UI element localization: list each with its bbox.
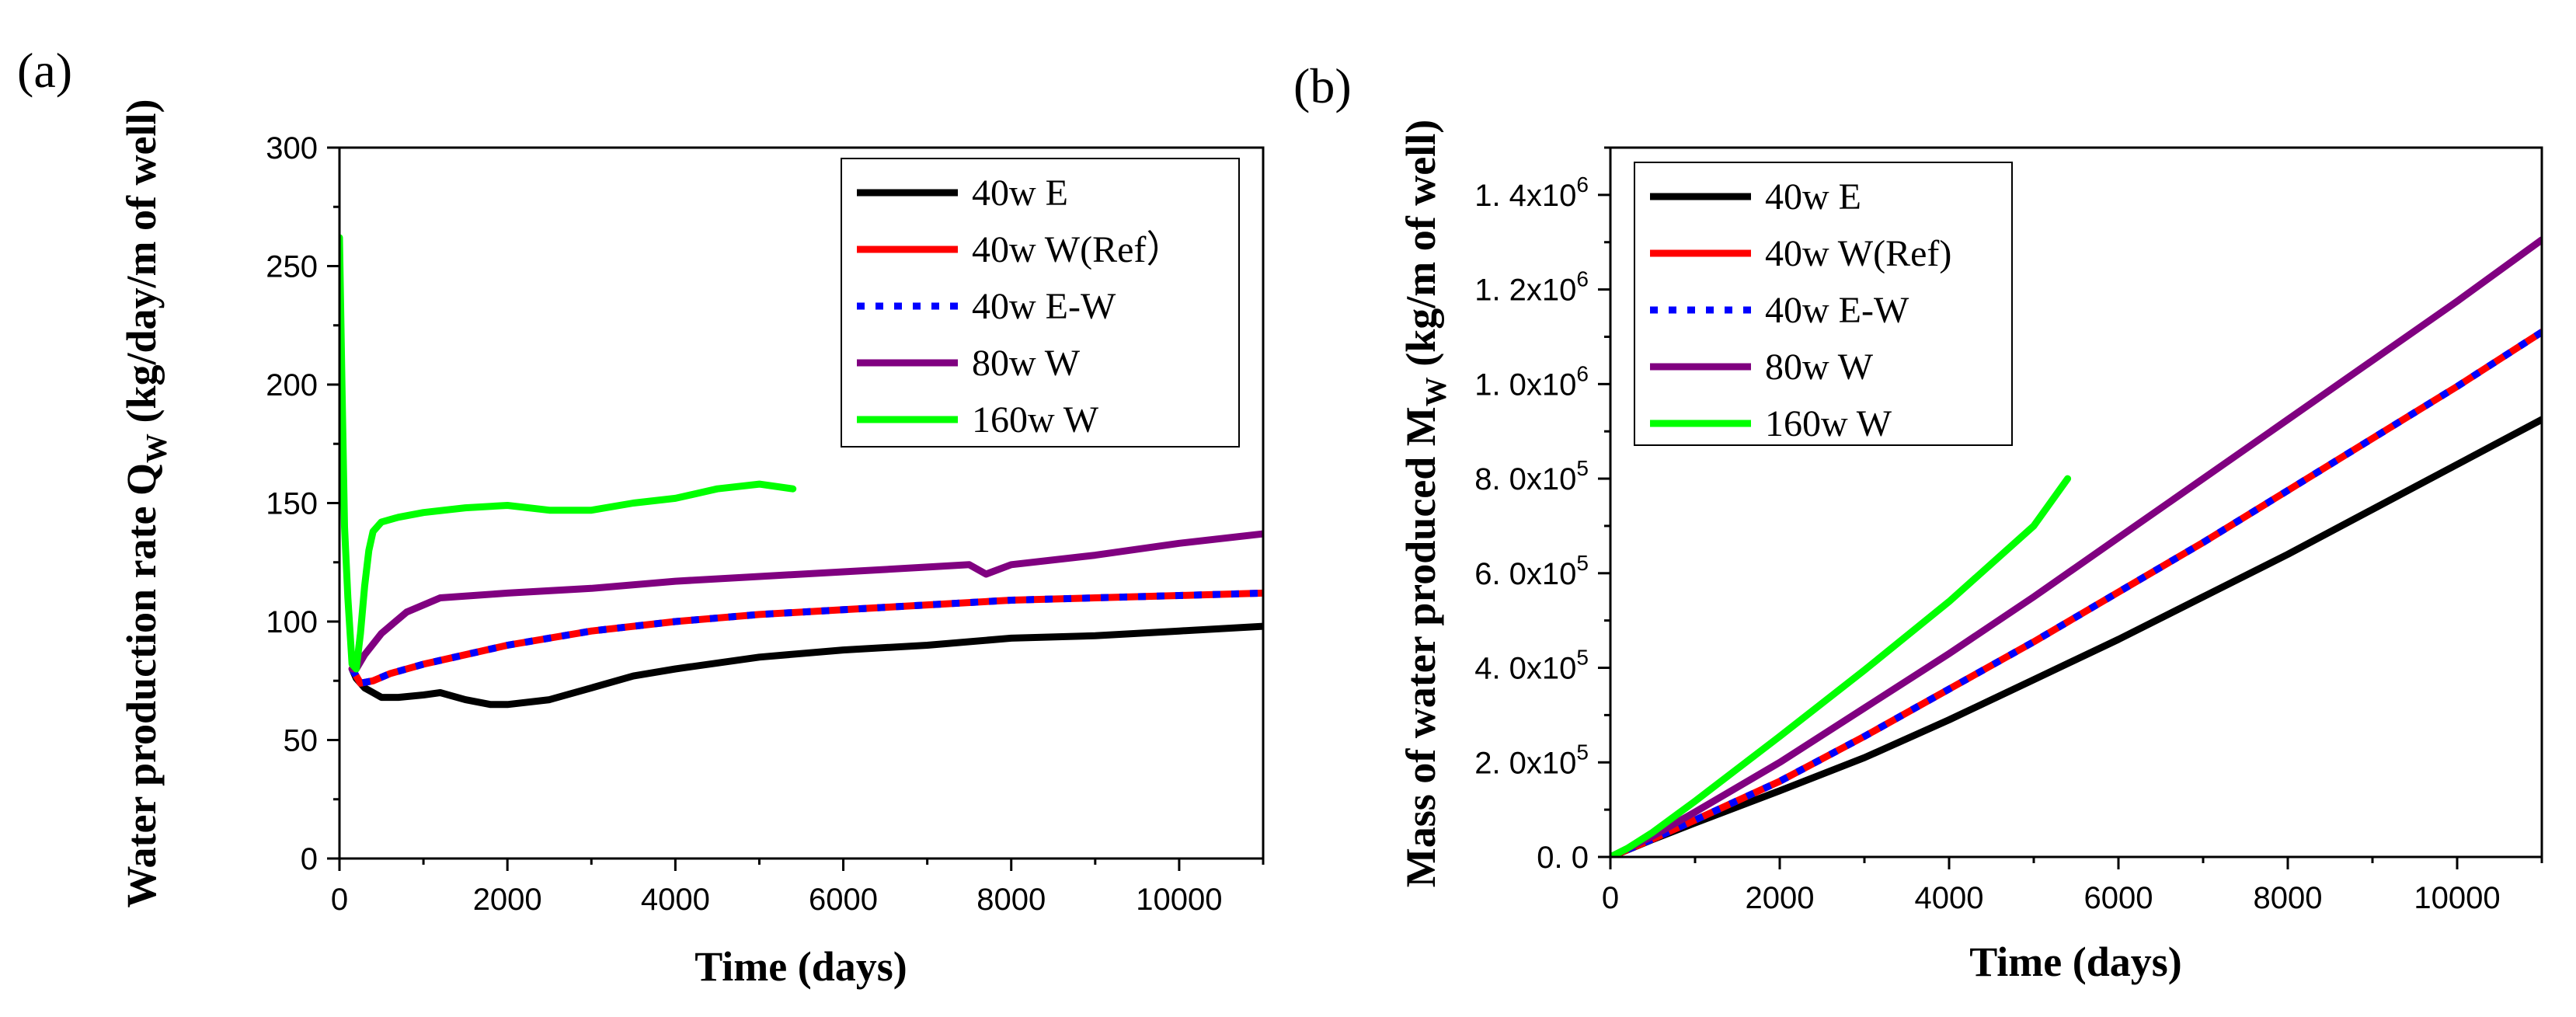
chart-panel-a: 0 2000 4000 6000 8000 10000 0 50 100 150 200 250 300…: [118, 99, 1265, 990]
series-line-40w-w-ref: [348, 589, 1263, 687]
x-tick-label: 8000: [976, 883, 1046, 917]
x-tick-label: 0: [1602, 881, 1619, 915]
y-tick-label: 4. 0x105: [1474, 646, 1589, 686]
legend-label: 40w W(Ref）: [972, 229, 1183, 270]
x-tick-label: 8000: [2254, 881, 2323, 915]
legend-label: 40w E: [1765, 176, 1861, 218]
series-line-40w-w-ref: [1610, 328, 2542, 857]
legend-box: [841, 158, 1240, 448]
y-axis-title: Water production rate QW (kg/day/m of we…: [118, 99, 173, 908]
series-group: [339, 234, 1263, 709]
panel-label-a: (a): [17, 43, 72, 98]
y-tick-label: 1. 0x106: [1474, 361, 1589, 402]
y-tick-label: 6. 0x105: [1474, 551, 1589, 591]
series-line-80w-w: [348, 530, 1263, 673]
series-line-80w-w: [1610, 236, 2542, 857]
x-tick-label: 6000: [2084, 881, 2153, 915]
legend-box: [1634, 162, 2013, 446]
legend-label: 160w W: [972, 399, 1099, 441]
series-line-160w-w: [339, 234, 797, 673]
y-tick-label: 50: [284, 724, 319, 758]
legend-label: 160w W: [1765, 403, 1892, 444]
series-line-40w-e-w: [349, 589, 1263, 687]
plot-frame: [1609, 146, 2543, 859]
x-tick-label: 4000: [641, 883, 710, 917]
chart-panel-b: 0 2000 4000 6000 8000 10000 0. 0 2. 0x105 4. 0x1…: [1398, 120, 2543, 985]
legend-label: 40w W(Ref): [1765, 233, 1951, 274]
y-tick-label: 2. 0x105: [1474, 740, 1589, 780]
series-line-160w-w: [1610, 475, 2072, 857]
x-tick-label: 0: [331, 883, 348, 917]
series-line-40w-e: [348, 622, 1263, 709]
y-tick-label: 100: [266, 605, 318, 639]
y-tick-label: 8. 0x105: [1474, 456, 1589, 496]
y-tick-label: 1. 2x106: [1474, 267, 1589, 308]
legend-label: 40w E-W: [1765, 290, 1909, 331]
legend-label: 80w W: [972, 343, 1081, 384]
x-tick-label: 10000: [2414, 881, 2500, 915]
x-axis-title: Time (days): [1969, 939, 2182, 985]
x-tick-label: 2000: [1746, 881, 1815, 915]
y-tick-label: 0. 0: [1537, 841, 1589, 875]
y-tick-label: 300: [266, 131, 318, 165]
x-tick-label: 6000: [809, 883, 878, 917]
legend-label: 80w W: [1765, 347, 1874, 388]
legend: 40w E 40w W(Ref） 40w E-W 80w W 160w W: [841, 158, 1240, 448]
legend-label: 40w E: [972, 172, 1068, 214]
y-axis-title: Mass of water produced MW (kg/m of well): [1398, 120, 1453, 887]
x-tick-label: 4000: [1915, 881, 1984, 915]
series-group: [1610, 236, 2542, 857]
y-tick-label: 250: [266, 250, 318, 284]
y-tick-label: 1. 4x106: [1474, 172, 1589, 213]
y-tick-label: 200: [266, 368, 318, 402]
y-tick-label: 150: [266, 487, 318, 521]
x-axis-title: Time (days): [694, 943, 907, 990]
x-tick-label: 2000: [473, 883, 542, 917]
x-tick-label: 10000: [1136, 883, 1222, 917]
panel-label-b: (b): [1293, 58, 1352, 113]
legend-label: 40w E-W: [972, 286, 1116, 327]
y-tick-label: 0: [301, 842, 318, 876]
legend: 40w E 40w W(Ref) 40w E-W 80w W 160w W: [1634, 162, 2013, 446]
